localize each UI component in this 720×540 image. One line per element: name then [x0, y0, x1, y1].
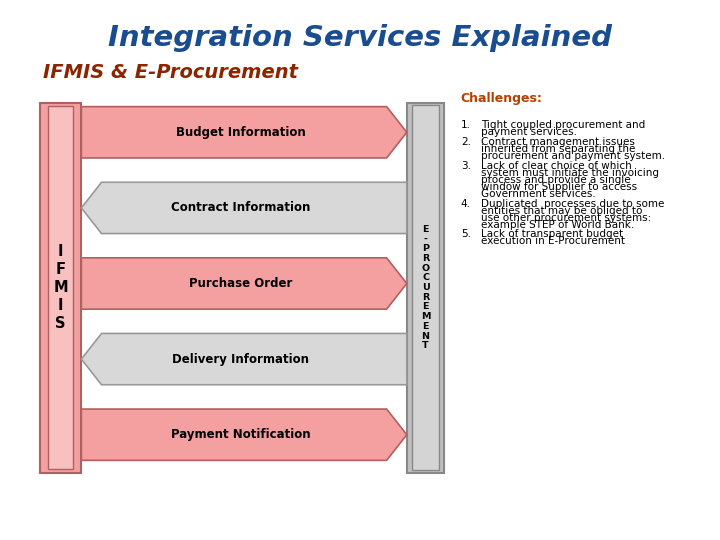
Text: Payment Notification: Payment Notification [171, 428, 310, 441]
Text: 3.: 3. [461, 160, 471, 171]
Text: Tight coupled procurement and: Tight coupled procurement and [481, 120, 645, 130]
Text: Integration Services Explained: Integration Services Explained [108, 24, 612, 52]
Polygon shape [81, 183, 407, 233]
Polygon shape [81, 333, 407, 384]
Text: Purchase Order: Purchase Order [189, 277, 292, 290]
Text: Budget Information: Budget Information [176, 126, 305, 139]
Text: Delivery Information: Delivery Information [172, 353, 309, 366]
Text: procurement and payment system.: procurement and payment system. [481, 151, 665, 161]
Text: Challenges:: Challenges: [461, 92, 543, 105]
Text: 5.: 5. [461, 230, 471, 239]
Text: Duplicated  processes due to some: Duplicated processes due to some [481, 199, 665, 208]
Text: 4.: 4. [461, 199, 471, 208]
Text: Contract Information: Contract Information [171, 201, 310, 214]
Polygon shape [81, 409, 407, 460]
Polygon shape [81, 106, 407, 158]
Text: system must initiate the invoicing: system must initiate the invoicing [481, 167, 659, 178]
Text: IFMIS & E-Procurement: IFMIS & E-Procurement [43, 63, 298, 83]
Text: I
F
M
I
S: I F M I S [53, 244, 68, 331]
Bar [412, 105, 439, 470]
Text: entities that may be obliged to: entities that may be obliged to [481, 206, 642, 215]
Text: 2.: 2. [461, 137, 471, 147]
Text: 1.: 1. [461, 120, 471, 130]
Polygon shape [81, 258, 407, 309]
Bar [407, 103, 444, 472]
Bar [40, 103, 81, 472]
Text: window for Supplier to access: window for Supplier to access [481, 181, 637, 192]
Text: Contract management issues: Contract management issues [481, 137, 635, 147]
Text: execution in E-Procurement: execution in E-Procurement [481, 237, 625, 246]
Text: inherited from separating the: inherited from separating the [481, 144, 635, 154]
Bar [48, 106, 73, 469]
Text: use other procurement systems:: use other procurement systems: [481, 213, 651, 222]
Text: Lack of transparent budget: Lack of transparent budget [481, 230, 623, 239]
Text: Government services.: Government services. [481, 188, 595, 199]
Text: E
-
P
R
O
C
U
R
E
M
E
N
T: E - P R O C U R E M E N T [420, 225, 431, 350]
Text: payment services.: payment services. [481, 127, 577, 137]
Text: example STEP of World Bank.: example STEP of World Bank. [481, 220, 634, 229]
Text: Lack of clear choice of which: Lack of clear choice of which [481, 160, 631, 171]
Text: process and provide a single: process and provide a single [481, 174, 631, 185]
